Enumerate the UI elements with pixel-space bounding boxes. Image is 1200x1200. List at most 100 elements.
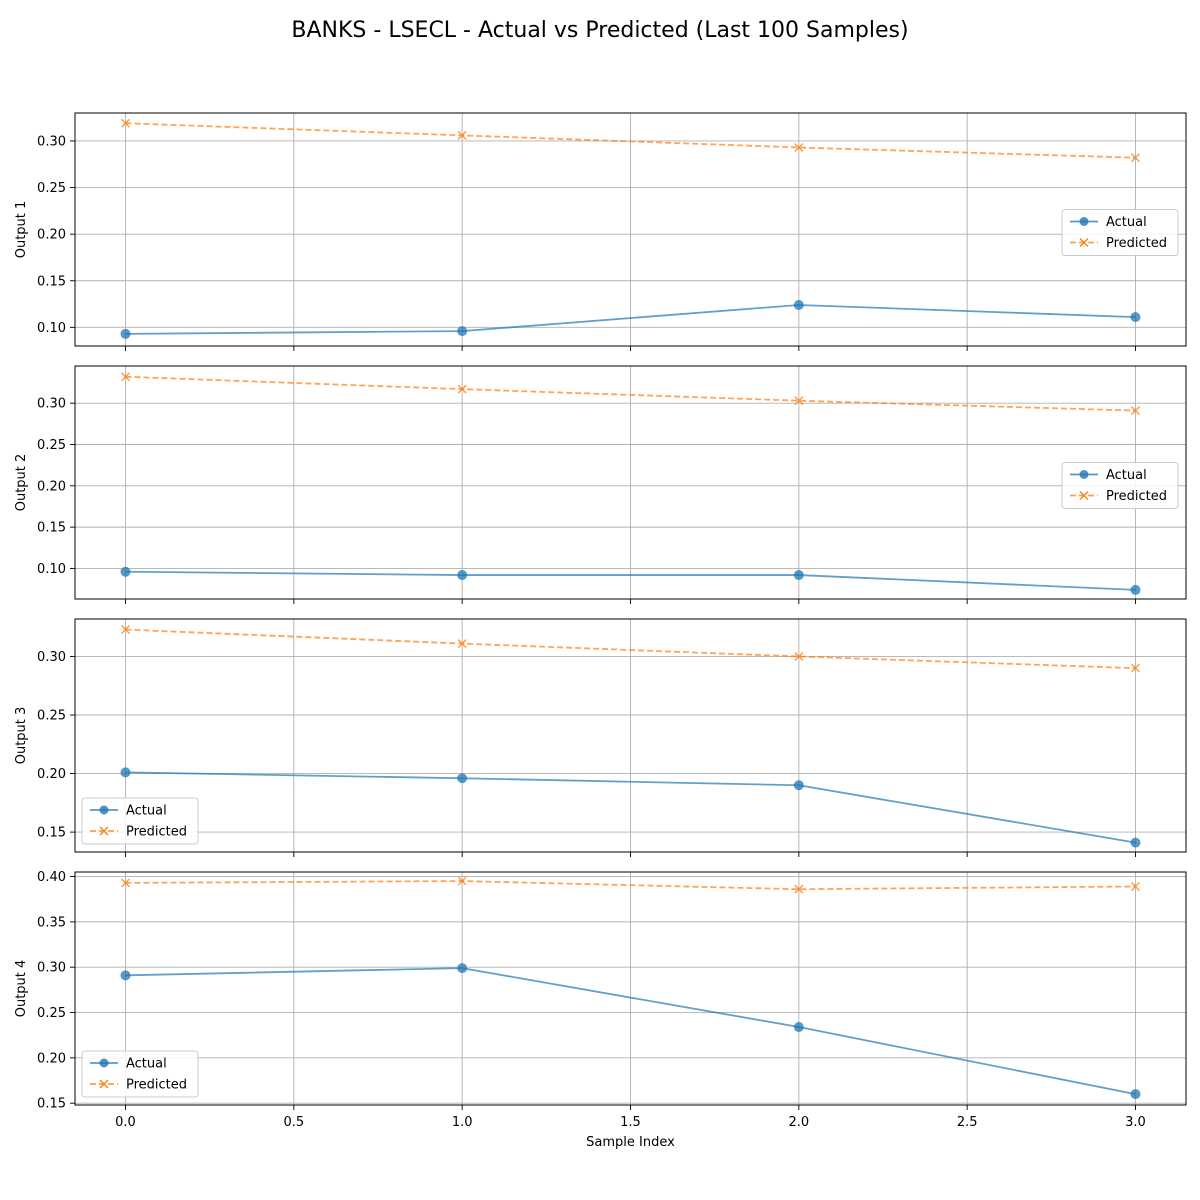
legend-marker-actual	[99, 805, 109, 815]
legend-label-predicted: Predicted	[1106, 236, 1167, 251]
predicted-point	[1131, 153, 1140, 163]
series-line-predicted	[125, 880, 1136, 891]
series-line-actual	[125, 304, 1136, 335]
predicted-point	[1131, 882, 1140, 892]
predicted-point	[1131, 663, 1140, 673]
actual-point	[793, 780, 804, 791]
subplot-3: 0.15 0.20 0.25 0.30 Output 3 Actual Predicted	[14, 618, 1187, 857]
legend: Actual Predicted	[1061, 462, 1179, 509]
x-tick-label: 2.5	[957, 1115, 978, 1130]
actual-point	[457, 326, 468, 337]
legend-label-predicted: Predicted	[126, 1078, 187, 1093]
x-tick-label: 1.0	[452, 1115, 473, 1130]
actual-point	[120, 767, 131, 778]
legend-marker-predicted	[99, 826, 109, 836]
y-axis-label: Output 1	[14, 201, 29, 259]
y-tick-label: 0.10	[37, 562, 66, 577]
subplot-4: 0.15 0.20 0.25 0.30 0.35 0.40 0.0 0.5 1.0 1.5 2.0 2…	[14, 870, 1187, 1130]
predicted-point	[794, 651, 804, 661]
predicted-point	[794, 396, 804, 406]
y-tick-label: 0.15	[37, 1097, 66, 1112]
predicted-point	[121, 118, 130, 128]
x-tick-label: 0.0	[115, 1115, 136, 1130]
legend-label-predicted: Predicted	[126, 825, 187, 840]
y-tick-label: 0.15	[37, 826, 66, 841]
predicted-point	[121, 878, 130, 888]
subplot-1: 0.10 0.15 0.20 0.25 0.30 Output 1 Actual Predic…	[14, 112, 1187, 351]
series-line-actual	[125, 771, 1136, 844]
predicted-point	[121, 372, 130, 382]
y-tick-label: 0.20	[37, 479, 66, 494]
y-axis-label: Output 4	[14, 960, 29, 1018]
x-axis-label: Sample Index	[586, 1135, 675, 1150]
series-line-actual	[125, 967, 1136, 1096]
series-line-predicted	[125, 375, 1136, 412]
y-tick-label: 0.15	[37, 521, 66, 536]
y-tick-label: 0.10	[37, 321, 66, 336]
y-axis-label: Output 3	[14, 707, 29, 765]
x-tick-label: 0.5	[283, 1115, 304, 1130]
legend: Actual Predicted	[81, 797, 199, 845]
predicted-point	[121, 625, 130, 635]
y-tick-label: 0.30	[37, 961, 66, 976]
y-tick-label: 0.25	[37, 438, 66, 453]
actual-point	[120, 566, 131, 577]
legend-label-actual: Actual	[126, 1057, 167, 1072]
x-tick-label: 3.0	[1125, 1115, 1146, 1130]
series-line-actual	[125, 570, 1136, 591]
predicted-point	[794, 142, 804, 152]
series-line-predicted	[125, 628, 1136, 670]
y-tick-label: 0.25	[37, 709, 66, 724]
actual-point	[120, 328, 131, 339]
y-tick-label: 0.40	[37, 870, 66, 885]
predicted-point	[1131, 406, 1140, 416]
actual-point	[457, 570, 468, 581]
actual-point	[1130, 837, 1141, 848]
actual-point	[1130, 584, 1141, 595]
axes-frame	[74, 618, 1187, 853]
y-tick-label: 0.30	[37, 397, 66, 412]
predicted-point	[457, 639, 467, 649]
actual-point	[457, 773, 468, 784]
legend-marker-actual	[1079, 470, 1089, 479]
legend: Actual Predicted	[81, 1050, 199, 1098]
x-tick-label: 2.0	[788, 1115, 809, 1130]
y-tick-label: 0.20	[37, 1051, 66, 1066]
series-line-predicted	[125, 122, 1136, 159]
y-axis-label: Output 2	[14, 454, 29, 512]
legend: Actual Predicted	[1061, 209, 1179, 256]
actual-point	[1130, 1089, 1141, 1100]
y-tick-label: 0.25	[37, 1006, 66, 1021]
legend-marker-actual	[99, 1058, 109, 1068]
figure-title: BANKS - LSECL - Actual vs Predicted (Las…	[291, 18, 909, 43]
actual-point	[1130, 312, 1141, 323]
legend-marker-predicted	[1079, 238, 1089, 247]
legend-label-actual: Actual	[1106, 215, 1147, 230]
legend-label-actual: Actual	[1106, 468, 1147, 483]
actual-point	[793, 299, 804, 310]
predicted-point	[457, 876, 467, 886]
predicted-point	[457, 384, 467, 394]
actual-point	[120, 970, 131, 981]
y-tick-label: 0.15	[37, 274, 66, 289]
legend-marker-predicted	[99, 1079, 109, 1089]
y-tick-label: 0.35	[37, 915, 66, 930]
predicted-point	[794, 884, 804, 894]
predicted-point	[457, 130, 467, 140]
x-tick-label: 1.5	[620, 1115, 641, 1130]
axes-frame	[74, 112, 1187, 347]
actual-point	[793, 570, 804, 581]
y-tick-label: 0.25	[37, 181, 66, 196]
y-tick-label: 0.20	[37, 228, 66, 243]
y-tick-label: 0.30	[37, 650, 66, 665]
legend-label-actual: Actual	[126, 804, 167, 819]
y-tick-label: 0.30	[37, 134, 66, 149]
axes-frame	[74, 871, 1187, 1106]
legend-marker-predicted	[1079, 491, 1089, 500]
legend-label-predicted: Predicted	[1106, 489, 1167, 504]
subplot-2: 0.10 0.15 0.20 0.25 0.30 Output 2 Actual Predic…	[14, 365, 1187, 604]
actual-point	[457, 963, 468, 974]
y-tick-label: 0.20	[37, 767, 66, 782]
legend-marker-actual	[1079, 217, 1089, 226]
